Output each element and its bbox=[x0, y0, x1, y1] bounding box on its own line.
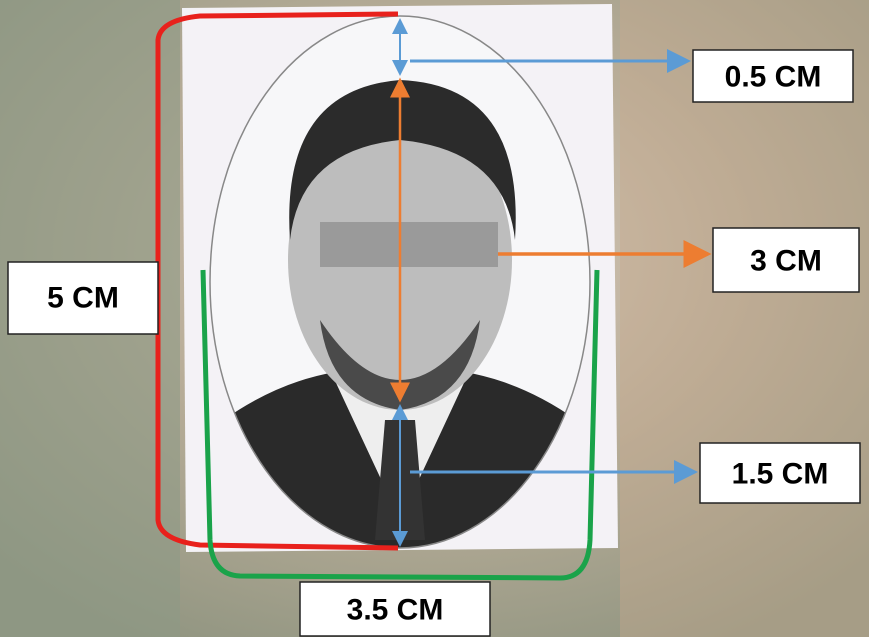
measurement-label: 3 CM bbox=[750, 245, 822, 278]
measurement-label: 5 CM bbox=[47, 282, 119, 315]
page: 0.5 CM 3 CM 1.5 CM 5 CM 3.5 CM (() => { … bbox=[0, 0, 869, 637]
measurement-label: 0.5 CM bbox=[725, 61, 822, 94]
diagram: 0.5 CM 3 CM 1.5 CM 5 CM 3.5 CM bbox=[0, 0, 869, 637]
measurement-label: 3.5 CM bbox=[347, 594, 444, 627]
eye-censor bbox=[320, 222, 498, 267]
measurement-label: 1.5 CM bbox=[732, 458, 829, 491]
